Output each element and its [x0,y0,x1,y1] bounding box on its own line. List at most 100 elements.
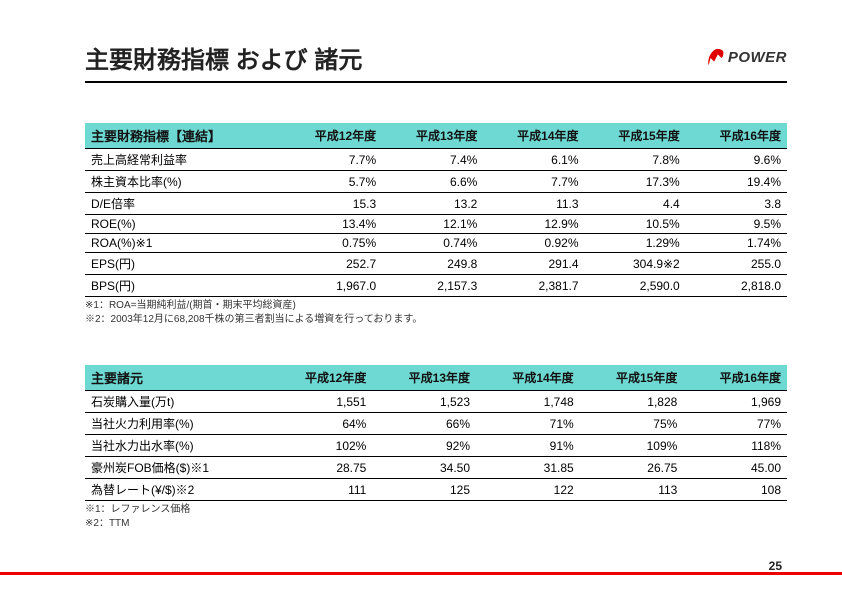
cell: 0.75% [281,234,382,253]
cell: 6.6% [382,171,483,193]
cell: 13.4% [281,215,382,234]
cell: 7.4% [382,149,483,171]
col-header: 平成14年度 [483,123,584,149]
jpower-logo-icon [705,47,727,69]
note-line: ※2：2003年12月に68,208千株の第三者割当による増資を行っております。 [85,313,787,327]
table2-notes: ※1：レファレンス価格 ※2：TTM [85,503,787,531]
note-line: ※2：TTM [85,517,787,531]
page-title: 主要財務指標 および 諸元 [85,40,362,75]
table-row: 当社火力利用率(%)64%66%71%75%77% [85,413,787,435]
table-row: D/E倍率15.313.211.34.43.8 [85,193,787,215]
cell: 17.3% [585,171,686,193]
cell: 7.7% [281,149,382,171]
footer-redline [0,572,842,575]
key-data-table: 主要諸元 平成12年度 平成13年度 平成14年度 平成15年度 平成16年度 … [85,365,787,501]
cell: 0.74% [382,234,483,253]
cell: 13.2 [382,193,483,215]
cell: 75% [580,413,684,435]
cell: 9.5% [686,215,787,234]
cell: 108 [683,479,787,501]
table-row: 当社水力出水率(%)102%92%91%109%118% [85,435,787,457]
cell: 10.5% [585,215,686,234]
logo: POWER [705,47,787,69]
cell: 1,969 [683,391,787,413]
cell: 2,381.7 [483,275,584,297]
cell: 118% [683,435,787,457]
row-label: ROE(%) [85,215,281,234]
cell: 0.92% [483,234,584,253]
cell: 291.4 [483,253,584,275]
cell: 19.4% [686,171,787,193]
col-header: 平成13年度 [382,123,483,149]
row-label: 当社火力利用率(%) [85,413,269,435]
cell: 77% [683,413,787,435]
cell: 1,551 [269,391,373,413]
col-header: 平成16年度 [686,123,787,149]
cell: 71% [476,413,580,435]
cell: 1.74% [686,234,787,253]
page-number: 25 [769,559,782,573]
cell: 1,523 [372,391,476,413]
table-row: 売上高経常利益率7.7%7.4%6.1%7.8%9.6% [85,149,787,171]
col-header: 平成15年度 [585,123,686,149]
cell: 109% [580,435,684,457]
table-row: ROA(%)※10.75%0.74%0.92%1.29%1.74% [85,234,787,253]
table1-header-label: 主要財務指標【連結】 [85,123,281,149]
cell: 1,748 [476,391,580,413]
cell: 1,967.0 [281,275,382,297]
table2-header-label: 主要諸元 [85,365,269,391]
cell: 92% [372,435,476,457]
row-label: ROA(%)※1 [85,234,281,253]
col-header: 平成12年度 [269,365,373,391]
cell: 125 [372,479,476,501]
title-underline [85,81,787,83]
cell: 2,590.0 [585,275,686,297]
cell: 9.6% [686,149,787,171]
cell: 28.75 [269,457,373,479]
cell: 122 [476,479,580,501]
cell: 304.9※2 [585,253,686,275]
cell: 113 [580,479,684,501]
cell: 7.8% [585,149,686,171]
cell: 45.00 [683,457,787,479]
table-row: BPS(円)1,967.02,157.32,381.72,590.02,818.… [85,275,787,297]
note-line: ※1：レファレンス価格 [85,503,787,517]
cell: 1.29% [585,234,686,253]
row-label: 株主資本比率(%) [85,171,281,193]
cell: 12.9% [483,215,584,234]
cell: 11.3 [483,193,584,215]
cell: 91% [476,435,580,457]
row-label: D/E倍率 [85,193,281,215]
col-header: 平成12年度 [281,123,382,149]
cell: 64% [269,413,373,435]
cell: 111 [269,479,373,501]
row-label: 当社水力出水率(%) [85,435,269,457]
cell: 4.4 [585,193,686,215]
row-label: 豪州炭FOB価格($)※1 [85,457,269,479]
logo-text: POWER [728,49,787,66]
col-header: 平成13年度 [372,365,476,391]
cell: 5.7% [281,171,382,193]
table-row: 株主資本比率(%)5.7%6.6%7.7%17.3%19.4% [85,171,787,193]
cell: 2,157.3 [382,275,483,297]
row-label: BPS(円) [85,275,281,297]
table-row: 為替レート(¥/$)※2111125122113108 [85,479,787,501]
cell: 12.1% [382,215,483,234]
cell: 252.7 [281,253,382,275]
cell: 34.50 [372,457,476,479]
table-row: 豪州炭FOB価格($)※128.7534.5031.8526.7545.00 [85,457,787,479]
cell: 6.1% [483,149,584,171]
row-label: EPS(円) [85,253,281,275]
footer: 25 [0,572,842,575]
row-label: 売上高経常利益率 [85,149,281,171]
cell: 7.7% [483,171,584,193]
cell: 255.0 [686,253,787,275]
cell: 102% [269,435,373,457]
table-row: 石炭購入量(万t)1,5511,5231,7481,8281,969 [85,391,787,413]
table-row: ROE(%)13.4%12.1%12.9%10.5%9.5% [85,215,787,234]
financial-indicators-table: 主要財務指標【連結】 平成12年度 平成13年度 平成14年度 平成15年度 平… [85,123,787,297]
cell: 249.8 [382,253,483,275]
cell: 3.8 [686,193,787,215]
table1-notes: ※1：ROA=当期純利益/(期首・期末平均総資産) ※2：2003年12月に68… [85,299,787,327]
cell: 15.3 [281,193,382,215]
